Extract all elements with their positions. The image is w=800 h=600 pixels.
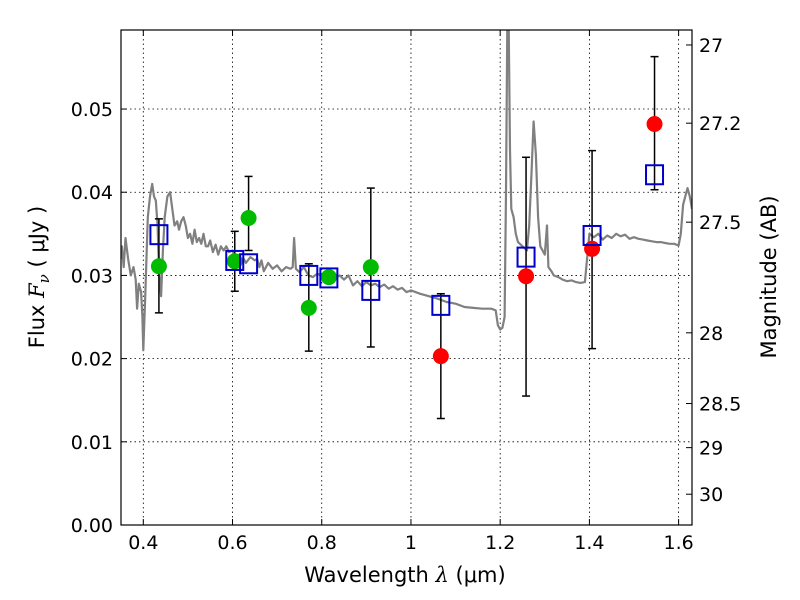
right-tick-label: 29 (699, 438, 723, 460)
x-tick-label: 1.6 (664, 532, 694, 554)
right-tick-label: 27.2 (699, 113, 741, 135)
y-tick-label: 0.04 (71, 182, 113, 204)
y-axis-label: Flux Fν ( μJy ) (25, 206, 53, 348)
right-axis-label: Magnitude (AB) (757, 195, 781, 358)
plot-frame (120, 29, 693, 526)
x-axis-ticks: 0.4 0.6 0.8 1 1.2 1.4 1.6 (128, 30, 694, 554)
x-axis-label-part: Wavelength (304, 563, 435, 587)
model-flux-box (149, 224, 169, 246)
x-tick-label: 0.8 (307, 532, 337, 554)
model-flux-box (319, 267, 339, 289)
right-tick-label: 27 (699, 35, 723, 57)
x-axis-label-part: (μm) (449, 563, 506, 587)
right-tick-label: 30 (699, 484, 723, 506)
y-tick-label: 0.03 (71, 265, 113, 287)
green-data-point (320, 269, 337, 286)
green-data-point (240, 210, 257, 227)
template-spectrum (121, 30, 692, 352)
model-flux-box (582, 224, 602, 246)
red-data-point (432, 348, 449, 365)
y-axis-label-part: ( μJy ) (25, 206, 49, 274)
right-tick-label: 27.5 (699, 212, 741, 234)
model-flux-box (431, 294, 451, 316)
y-tick-label: 0.05 (71, 99, 113, 121)
red-data-point (518, 268, 535, 285)
grid-lines (121, 30, 692, 526)
x-tick-label: 1.2 (485, 532, 515, 554)
y-axis-label-part: F (25, 282, 49, 299)
x-axis-label: Wavelength λ (μm) (304, 563, 505, 587)
x-tick-label: 0.4 (128, 532, 158, 554)
model-flux-box (299, 264, 319, 286)
model-flux-box (225, 249, 245, 271)
y-axis-label-part: ν (35, 274, 53, 283)
green-data-point (362, 259, 379, 276)
y-tick-label: 0.02 (71, 349, 113, 371)
red-data-point (584, 240, 601, 257)
right-axis-ticks: 27 27.2 27.5 28 28.5 29 30 (686, 35, 741, 506)
red-data-point (646, 116, 663, 133)
green-photometry-points (150, 210, 379, 316)
x-tick-label: 0.6 (217, 532, 247, 554)
right-tick-label: 28 (699, 323, 723, 345)
y-axis-ticks: 0.00 0.01 0.02 0.03 0.04 0.05 (71, 99, 127, 537)
red-photometry-points (432, 116, 663, 365)
y-tick-label: 0.00 (71, 515, 113, 537)
model-flux-boxes (149, 164, 665, 316)
green-data-point (150, 258, 167, 275)
right-tick-label: 28.5 (699, 394, 741, 416)
y-axis-label-part: Flux (25, 298, 49, 348)
green-data-point (300, 299, 317, 316)
x-axis-label-part: λ (435, 563, 449, 587)
green-data-point (226, 253, 243, 270)
model-flux-box (239, 253, 259, 275)
template-spectrum-line (121, 30, 692, 352)
x-tick-label: 1.4 (574, 532, 604, 554)
model-flux-box (361, 279, 381, 301)
x-tick-label: 1 (405, 532, 417, 554)
y-tick-label: 0.01 (71, 432, 113, 454)
model-flux-box (645, 164, 665, 186)
model-flux-box (516, 246, 536, 268)
